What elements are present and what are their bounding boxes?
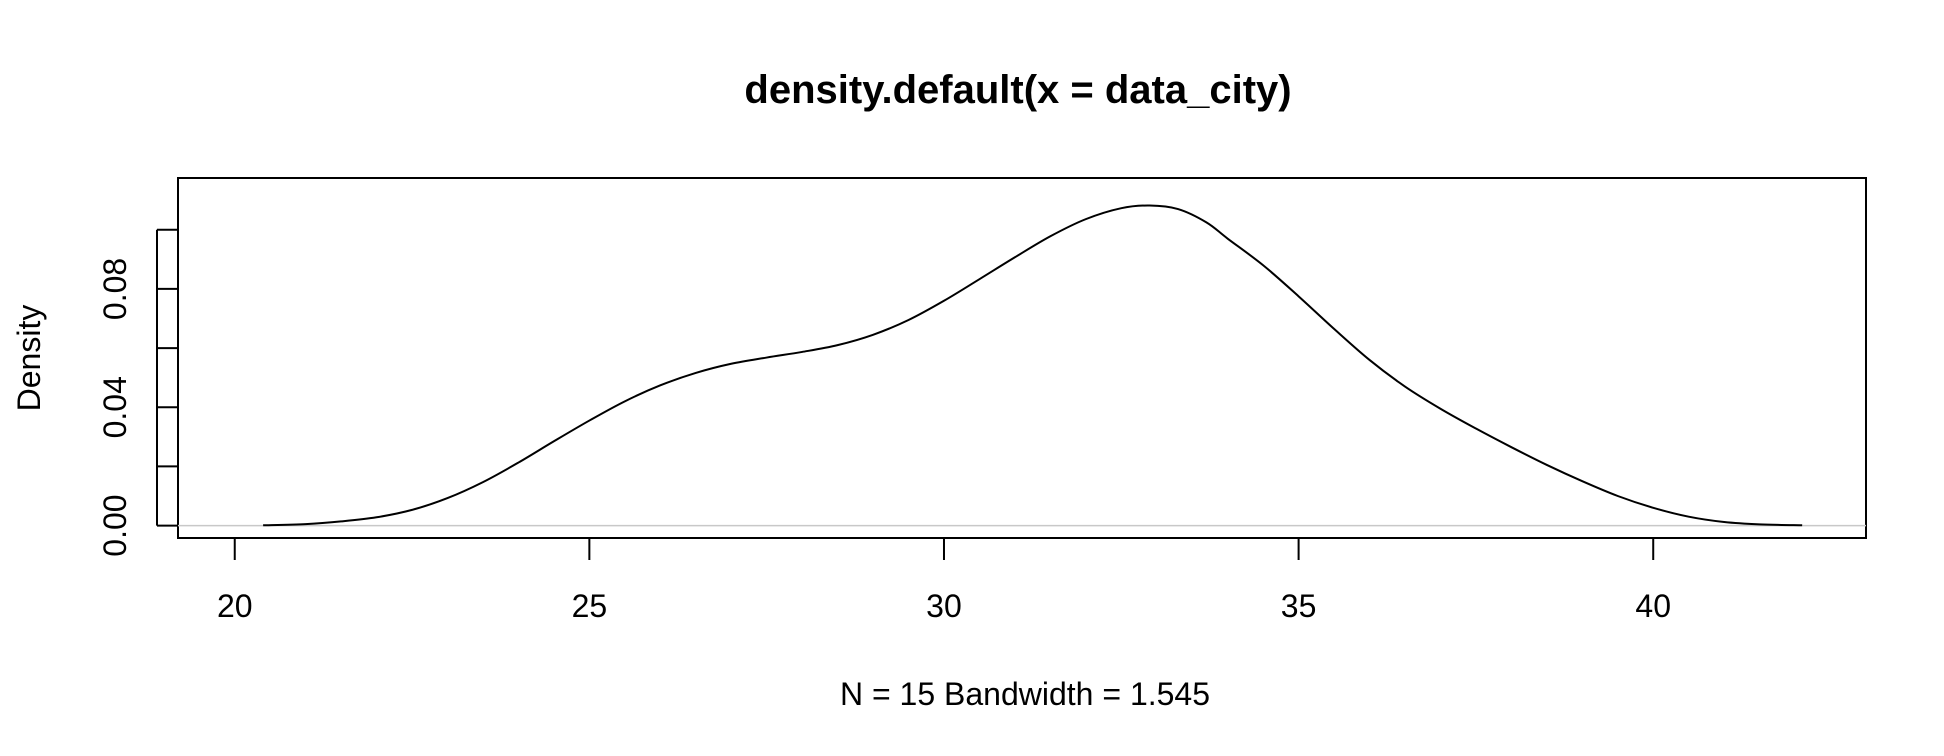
- x-axis-label: N = 15 Bandwidth = 1.545: [840, 676, 1210, 712]
- x-tick-label: 40: [1635, 588, 1671, 624]
- x-tick-label: 25: [572, 588, 608, 624]
- plot-area: [178, 204, 1866, 527]
- density-curve: [263, 204, 1803, 527]
- y-axis-label: Density: [11, 305, 47, 412]
- x-tick-label: 35: [1281, 588, 1317, 624]
- y-tick-label: 0.04: [97, 376, 133, 438]
- y-tick-label: 0.00: [97, 494, 133, 556]
- axes: 20 25 30 35 40 0.00 0.04 0.08: [97, 228, 1671, 624]
- x-tick-label: 20: [217, 588, 253, 624]
- x-tick-label: 30: [926, 588, 962, 624]
- y-tick-label: 0.08: [97, 258, 133, 320]
- chart-title: density.default(x = data_city): [744, 68, 1291, 112]
- plot-frame: [177, 177, 1867, 539]
